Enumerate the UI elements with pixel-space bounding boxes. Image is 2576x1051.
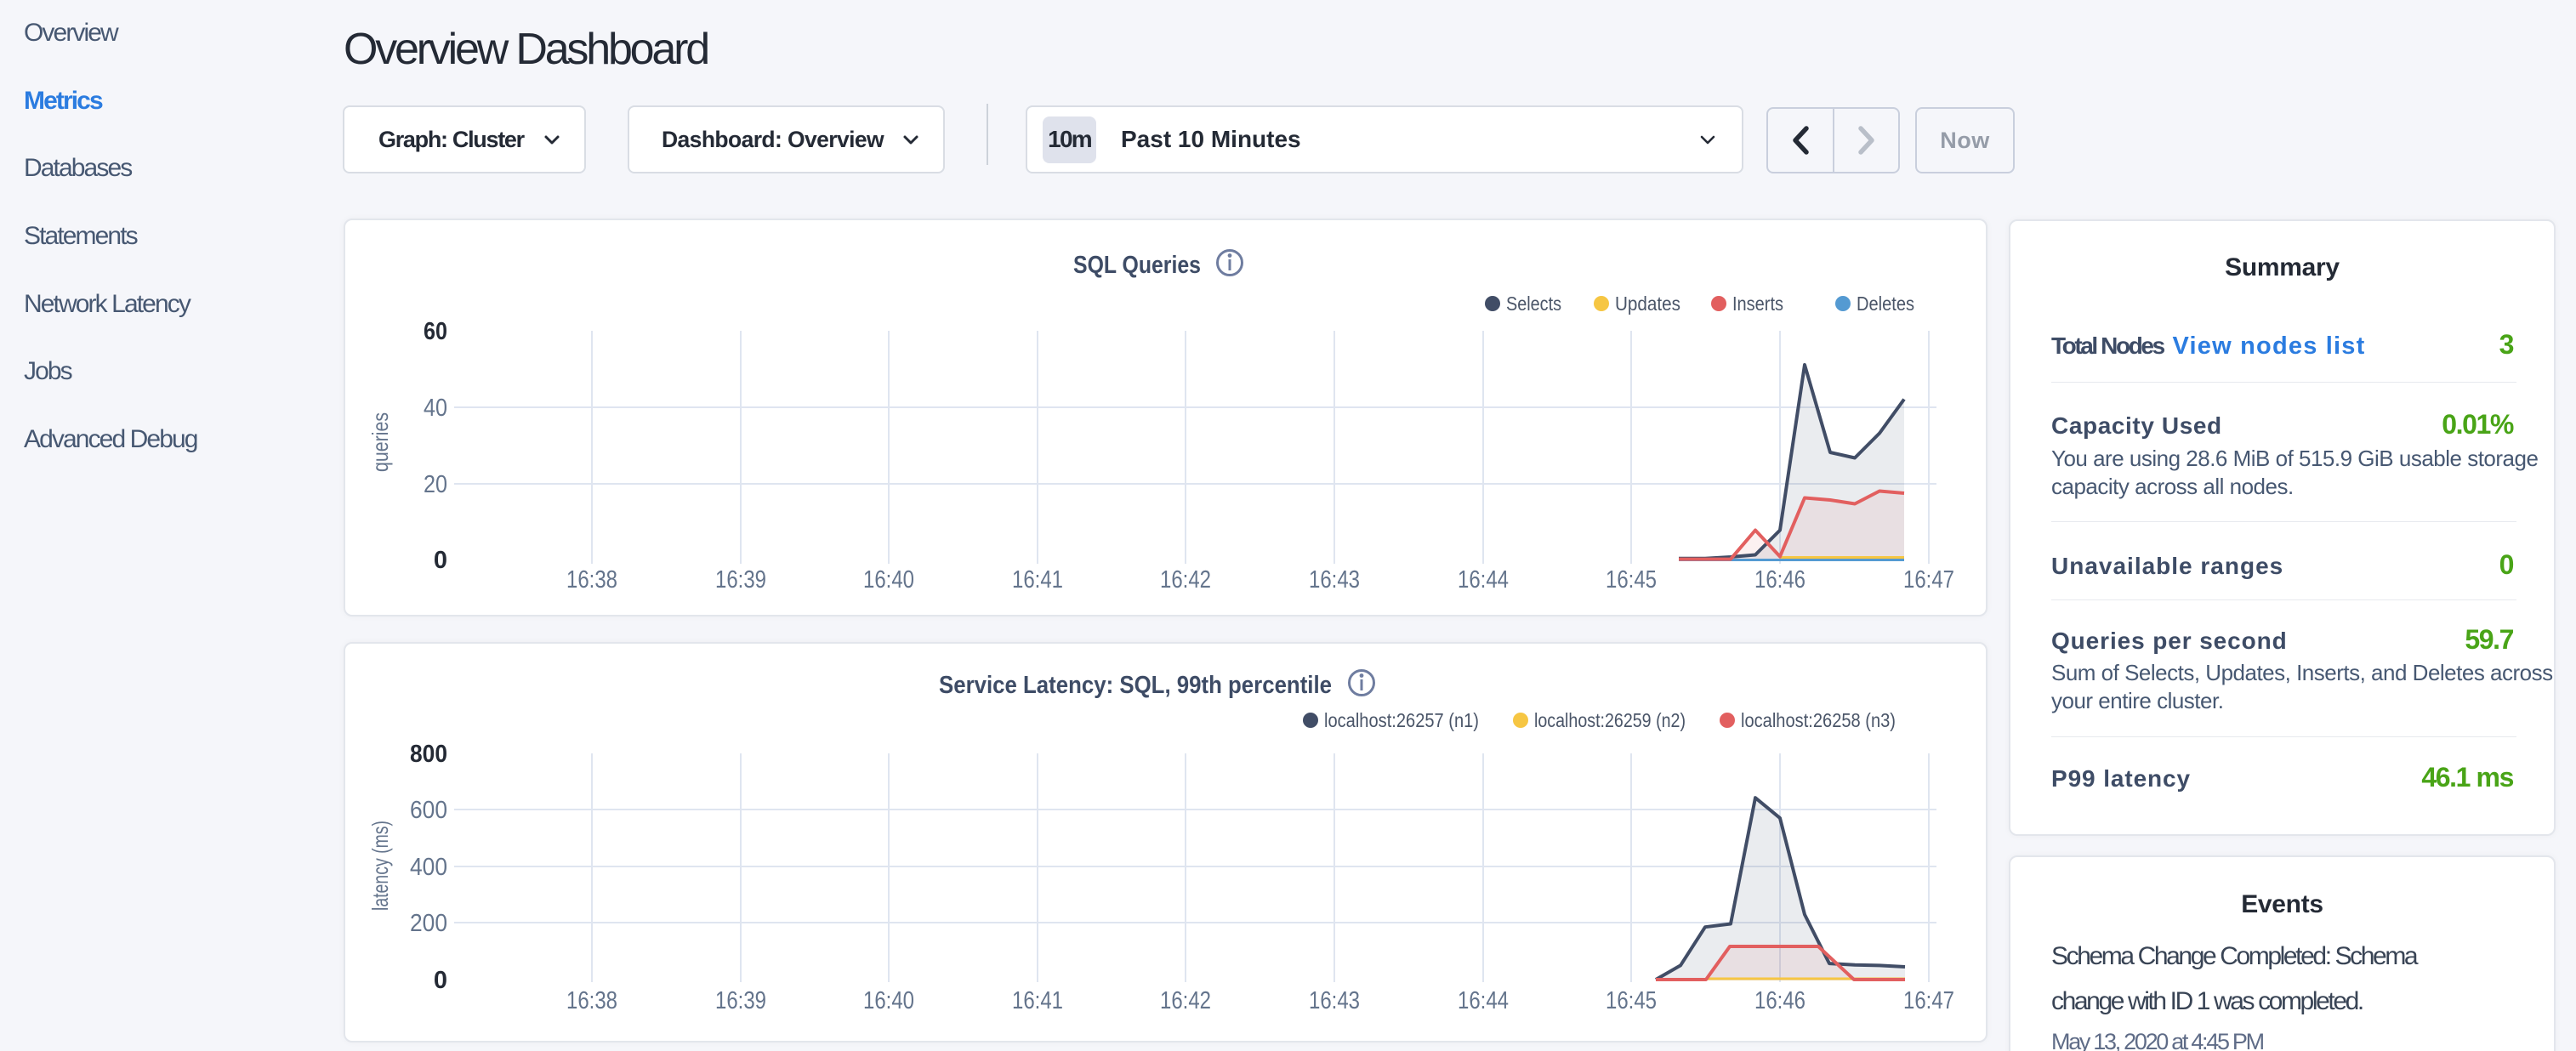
svg-text:16:44: 16:44 [1458, 566, 1509, 594]
svg-text:800: 800 [410, 741, 447, 768]
svg-text:16:38: 16:38 [566, 566, 617, 594]
svg-text:16:43: 16:43 [1309, 987, 1360, 1014]
svg-text:16:39: 16:39 [715, 987, 766, 1014]
svg-text:16:42: 16:42 [1160, 566, 1211, 594]
svg-text:200: 200 [410, 910, 447, 937]
svg-text:16:46: 16:46 [1754, 566, 1805, 594]
svg-text:queries: queries [367, 412, 393, 472]
svg-text:SQL Queries: SQL Queries [1073, 252, 1201, 279]
svg-text:localhost:26257 (n1): localhost:26257 (n1) [1324, 709, 1479, 731]
svg-text:16:45: 16:45 [1606, 566, 1657, 594]
svg-text:Inserts: Inserts [1732, 293, 1783, 315]
svg-text:600: 600 [410, 797, 447, 824]
svg-text:16:44: 16:44 [1458, 987, 1509, 1014]
svg-text:16:42: 16:42 [1160, 987, 1211, 1014]
svg-text:400: 400 [410, 854, 447, 881]
svg-text:Service Latency: SQL, 99th per: Service Latency: SQL, 99th percentile [939, 672, 1332, 699]
svg-text:localhost:26259 (n2): localhost:26259 (n2) [1534, 709, 1686, 731]
svg-text:Deletes: Deletes [1857, 293, 1914, 315]
svg-text:16:39: 16:39 [715, 566, 766, 594]
svg-text:16:40: 16:40 [863, 987, 914, 1014]
svg-text:40: 40 [424, 395, 447, 422]
svg-text:16:45: 16:45 [1606, 987, 1657, 1014]
svg-text:60: 60 [424, 318, 447, 345]
svg-text:16:43: 16:43 [1309, 566, 1360, 594]
svg-text:16:41: 16:41 [1012, 566, 1063, 594]
svg-text:Selects: Selects [1506, 293, 1561, 315]
svg-text:16:41: 16:41 [1012, 987, 1063, 1014]
svg-text:20: 20 [424, 471, 447, 498]
svg-text:16:47: 16:47 [1903, 566, 1954, 594]
svg-text:0: 0 [434, 967, 447, 994]
svg-text:Updates: Updates [1615, 293, 1680, 315]
svg-text:16:47: 16:47 [1903, 987, 1954, 1014]
svg-text:0: 0 [434, 547, 447, 574]
svg-text:latency (ms): latency (ms) [367, 821, 393, 911]
svg-text:16:46: 16:46 [1754, 987, 1805, 1014]
svg-text:16:38: 16:38 [566, 987, 617, 1014]
svg-text:16:40: 16:40 [863, 566, 914, 594]
svg-text:localhost:26258 (n3): localhost:26258 (n3) [1741, 709, 1896, 731]
